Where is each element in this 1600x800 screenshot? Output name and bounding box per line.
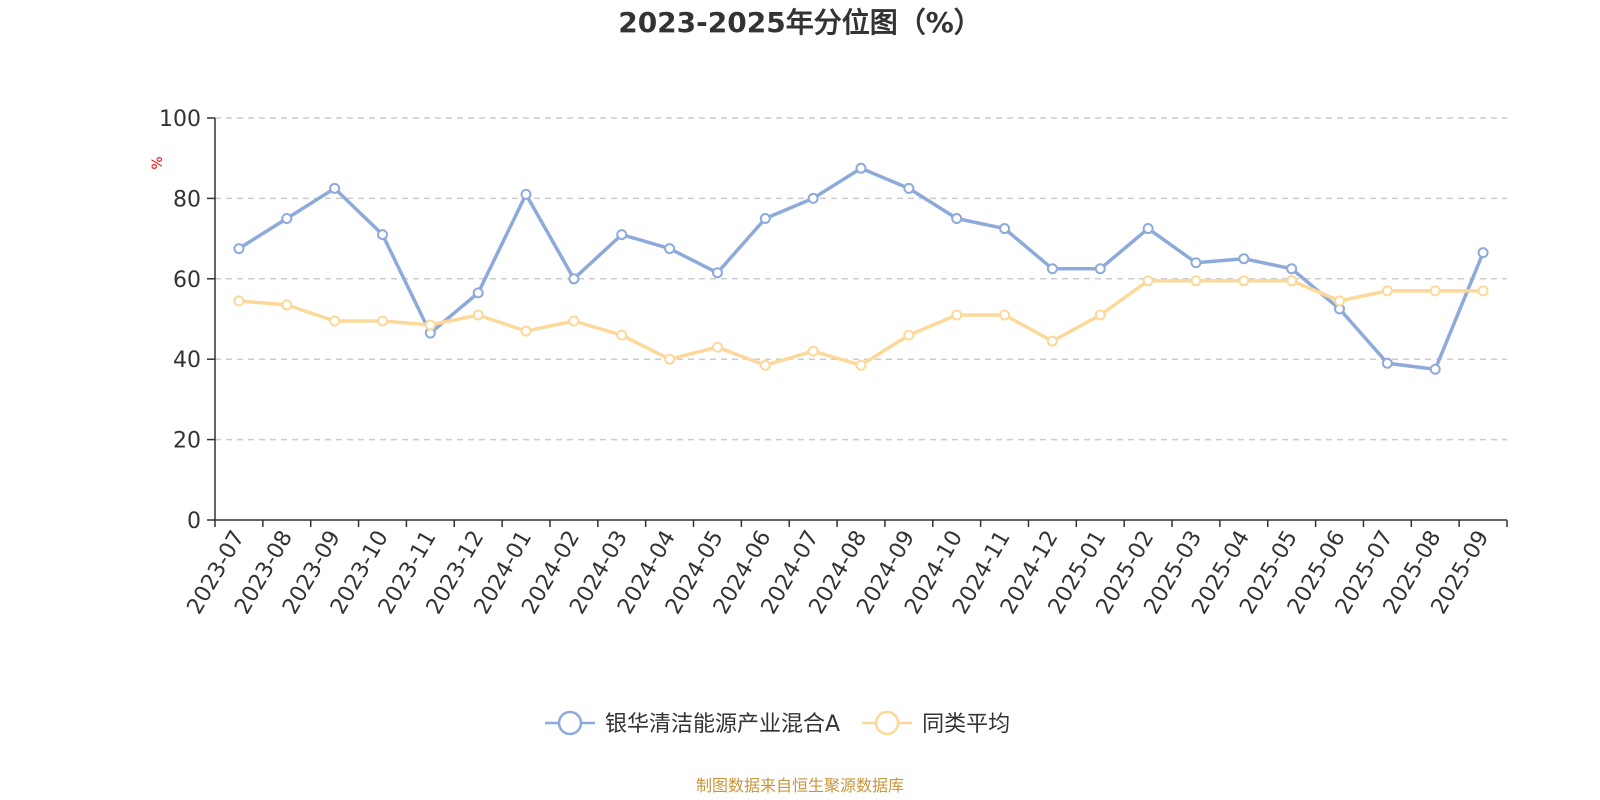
- legend: 银华清洁能源产业混合A 同类平均: [545, 710, 1010, 737]
- data-point[interactable]: [1046, 263, 1058, 275]
- data-point[interactable]: [1381, 357, 1393, 369]
- data-point[interactable]: [1190, 257, 1202, 269]
- data-point[interactable]: [1094, 309, 1106, 321]
- data-point[interactable]: [1238, 275, 1250, 287]
- data-point[interactable]: [1286, 275, 1298, 287]
- data-point[interactable]: [855, 162, 867, 174]
- source-note: 制图数据来自恒生聚源数据库: [696, 776, 904, 795]
- y-axis-ticks: 0 20 40 60 80 100: [159, 107, 215, 534]
- legend-label: 同类平均: [922, 712, 1010, 737]
- legend-marker: [874, 710, 900, 736]
- y-tick-label: 40: [173, 348, 201, 373]
- data-point[interactable]: [664, 243, 676, 255]
- series-layer: [233, 162, 1489, 375]
- legend-item-1[interactable]: 银华清洁能源产业混合A: [545, 710, 840, 737]
- data-point[interactable]: [1190, 275, 1202, 287]
- data-point[interactable]: [376, 315, 388, 327]
- data-point[interactable]: [376, 229, 388, 241]
- data-point[interactable]: [903, 182, 915, 194]
- data-point[interactable]: [1381, 285, 1393, 297]
- data-point[interactable]: [233, 295, 245, 307]
- data-point[interactable]: [1477, 285, 1489, 297]
- data-point[interactable]: [999, 309, 1011, 321]
- legend-label: 银华清洁能源产业混合A: [605, 712, 840, 737]
- data-point[interactable]: [951, 309, 963, 321]
- data-point[interactable]: [424, 319, 436, 331]
- series-1: [233, 162, 1489, 375]
- data-point[interactable]: [759, 213, 771, 224]
- y-tick-label: 100: [159, 107, 201, 132]
- axes: [214, 118, 1507, 521]
- data-point[interactable]: [1429, 285, 1441, 297]
- y-tick-label: 0: [187, 509, 201, 534]
- data-point[interactable]: [281, 213, 293, 224]
- data-point[interactable]: [1286, 263, 1298, 275]
- data-point[interactable]: [329, 182, 341, 194]
- data-point[interactable]: [616, 329, 628, 341]
- data-point[interactable]: [903, 329, 915, 341]
- data-point[interactable]: [807, 345, 819, 357]
- x-axis-ticks: 2023-072023-082023-092023-102023-112023-…: [183, 520, 1508, 619]
- chart-title: 2023-2025年分位图（%）: [618, 6, 982, 39]
- data-point[interactable]: [711, 267, 723, 279]
- data-point[interactable]: [1046, 335, 1058, 347]
- y-tick-label: 80: [173, 187, 201, 212]
- y-tick-label: 60: [173, 268, 201, 293]
- data-point[interactable]: [1238, 253, 1250, 265]
- y-axis-unit-label: %: [150, 156, 166, 169]
- legend-item-2[interactable]: 同类平均: [862, 710, 1010, 737]
- data-point[interactable]: [1094, 263, 1106, 275]
- data-point[interactable]: [1477, 247, 1489, 259]
- data-point[interactable]: [1334, 295, 1346, 307]
- data-point[interactable]: [711, 341, 723, 353]
- data-point[interactable]: [1142, 223, 1154, 235]
- data-point[interactable]: [329, 315, 341, 327]
- data-point[interactable]: [568, 273, 580, 285]
- series-2: [233, 275, 1489, 371]
- data-point[interactable]: [951, 213, 963, 224]
- data-point[interactable]: [999, 223, 1011, 235]
- legend-marker: [557, 710, 583, 736]
- data-point[interactable]: [807, 192, 819, 204]
- data-point[interactable]: [520, 188, 532, 200]
- data-point[interactable]: [472, 287, 484, 299]
- data-point[interactable]: [759, 359, 771, 371]
- data-point[interactable]: [472, 309, 484, 321]
- data-point[interactable]: [1429, 363, 1441, 375]
- y-tick-label: 20: [173, 429, 201, 454]
- data-point[interactable]: [281, 299, 293, 311]
- data-point[interactable]: [520, 325, 532, 337]
- data-point[interactable]: [1142, 275, 1154, 287]
- data-point[interactable]: [568, 315, 580, 327]
- data-point[interactable]: [616, 229, 628, 241]
- data-point[interactable]: [664, 353, 676, 365]
- data-point[interactable]: [855, 359, 867, 371]
- data-point[interactable]: [233, 243, 245, 255]
